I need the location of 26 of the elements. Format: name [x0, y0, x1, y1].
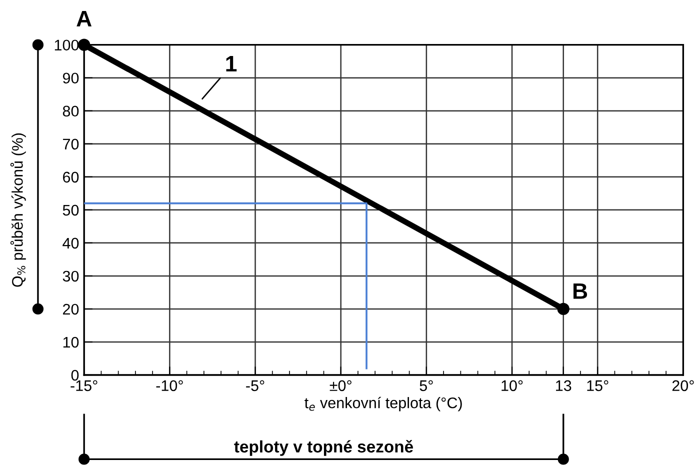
- annotation: A: [76, 11, 92, 26]
- y-tick-label: 20: [63, 304, 79, 315]
- y-tick-label: 80: [62, 106, 79, 117]
- y-tick-label: 60: [63, 172, 79, 183]
- y-tick-label: 30: [62, 270, 79, 282]
- y-tick-label: 70: [63, 138, 79, 150]
- x-tick-label: 20°: [672, 380, 694, 392]
- y-tick-label: 10: [63, 336, 79, 348]
- annotation: B: [573, 284, 588, 299]
- x-tick-label: ±0°: [330, 380, 352, 392]
- y-tick-label: 0: [71, 370, 79, 381]
- x-tick-label: 13: [556, 380, 572, 392]
- y-tick-label: 90: [62, 72, 79, 84]
- x-tick-label: -5°: [246, 380, 264, 392]
- text: teploty v topné sezoně: [234, 440, 413, 456]
- x-tick-label: 15°: [587, 380, 608, 392]
- y-tick-label: 40: [62, 238, 79, 249]
- x-tick-label: 5°: [420, 380, 433, 392]
- y-tick-label: 50: [62, 204, 79, 216]
- annotation: 1: [226, 56, 237, 72]
- x-tick-label: 10°: [502, 380, 523, 392]
- y-axis-title: Q$_{%}$ průběh výkonů (%): [10, 133, 26, 287]
- y-tick-label: 100: [54, 40, 79, 51]
- x-tick-label: -15°: [70, 380, 98, 392]
- x-axis-title: t$_{e}$ venkovní teplota (°C): [304, 396, 462, 412]
- x-tick-label: -10°: [156, 380, 183, 392]
